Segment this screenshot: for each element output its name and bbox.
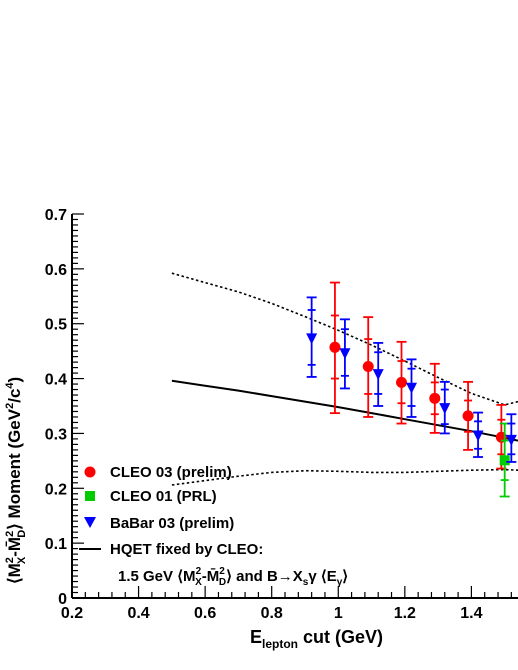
legend-note-hqet: 1.5 GeV ⟨M2 X-M̄2 D⟩ and B→Xsγ ⟨Eγ⟩ xyxy=(118,566,348,588)
cleo01-point xyxy=(499,455,510,466)
y-tick-label: 0.1 xyxy=(45,536,67,553)
cleo03-point xyxy=(429,392,441,404)
y-tick-label: 0.4 xyxy=(45,372,67,389)
babar03-point xyxy=(372,369,384,381)
x-tick-label: 1 xyxy=(334,605,343,622)
legend-marker-cleo03 xyxy=(84,466,96,478)
babar03-point xyxy=(439,403,451,415)
legend: CLEO 03 (prelim) CLEO 01 (PRL) BaBar 03 … xyxy=(79,464,348,588)
y-tick-label: 0.2 xyxy=(45,481,67,498)
legend-marker-babar03 xyxy=(84,517,96,528)
legend-label-hqet: HQET fixed by CLEO: xyxy=(110,541,263,558)
cleo03-point xyxy=(396,376,408,388)
legend-label-cleo03: CLEO 03 (prelim) xyxy=(110,464,232,481)
y-tick-label: 0.6 xyxy=(45,262,67,279)
babar03-point xyxy=(306,333,318,345)
x-tick-label: 0.6 xyxy=(194,605,216,622)
y-tick-label: 0.5 xyxy=(45,317,67,334)
x-axis-title: Elepton cut (GeV) xyxy=(250,627,383,651)
cleo03-point xyxy=(329,341,341,353)
x-tick-label: 1.2 xyxy=(394,605,416,622)
y-tick-label: 0.7 xyxy=(45,207,67,224)
y-tick-label: 0.3 xyxy=(45,426,67,443)
legend-label-cleo01: CLEO 01 (PRL) xyxy=(110,488,217,505)
data-points xyxy=(306,281,517,498)
babar03-point xyxy=(339,348,351,360)
x-tick-label: 1.4 xyxy=(460,605,482,622)
babar03-point xyxy=(472,430,484,442)
babar03-point xyxy=(505,434,517,446)
hqet-band-curve-2 xyxy=(171,468,518,486)
x-tick-label: 0.2 xyxy=(61,605,83,622)
legend-label-babar03: BaBar 03 (prelim) xyxy=(110,515,234,532)
cleo03-point xyxy=(362,361,374,373)
legend-marker-cleo01 xyxy=(85,491,95,501)
x-tick-label: 0.4 xyxy=(127,605,149,622)
x-tick-label: 0.8 xyxy=(261,605,283,622)
y-tick-label: 0 xyxy=(58,591,67,608)
axes: 0 0.1 0.2 0.3 0.4 0.5 0.6 0.7 0.2 0.4 0.6 0.8 1 1.2 1.… xyxy=(45,207,518,622)
y-axis-title: ⟨M2X-M̄2D⟩ Moment (GeV2/c4) xyxy=(4,377,28,584)
cleo03-point xyxy=(462,410,474,422)
babar03-point xyxy=(405,382,417,394)
